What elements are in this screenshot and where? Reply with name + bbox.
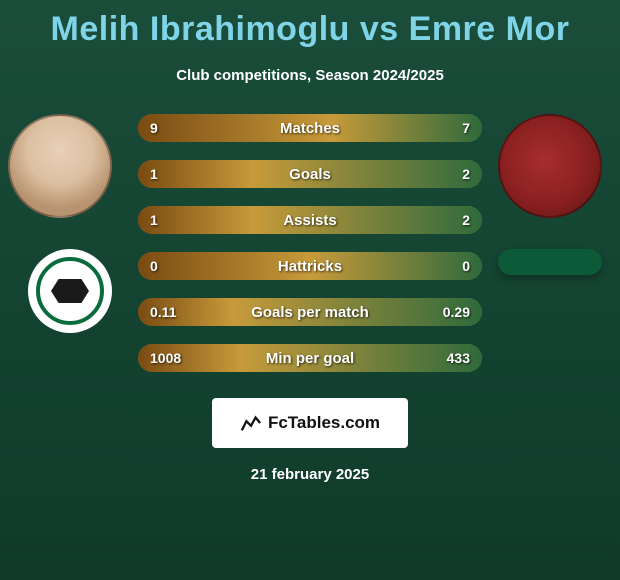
player-right-avatar <box>498 114 602 218</box>
stat-bar-row: 12Goals <box>138 160 482 188</box>
bar-label: Hattricks <box>138 252 482 280</box>
stat-bars: 97Matches 12Goals 12Assists 00Hattricks 0.11… <box>138 114 482 390</box>
comparison-content: 97Matches 12Goals 12Assists 00Hattricks 0.11… <box>0 114 620 384</box>
stat-bar-row: 12Assists <box>138 206 482 234</box>
bar-label: Min per goal <box>138 344 482 372</box>
bar-label: Goals <box>138 160 482 188</box>
chart-icon <box>240 412 262 434</box>
page-title: Melih Ibrahimoglu vs Emre Mor <box>0 0 620 49</box>
site-name: FcTables.com <box>268 413 380 433</box>
subtitle: Club competitions, Season 2024/2025 <box>0 67 620 84</box>
stat-bar-row: 00Hattricks <box>138 252 482 280</box>
stat-bar-row: 97Matches <box>138 114 482 142</box>
bar-label: Matches <box>138 114 482 142</box>
stat-bar-row: 0.110.29Goals per match <box>138 298 482 326</box>
club-left-logo <box>28 249 112 333</box>
site-badge: FcTables.com <box>212 398 408 448</box>
club-right-logo <box>498 249 602 275</box>
date-label: 21 february 2025 <box>0 466 620 483</box>
bar-label: Assists <box>138 206 482 234</box>
bar-label: Goals per match <box>138 298 482 326</box>
stat-bar-row: 1008433Min per goal <box>138 344 482 372</box>
player-left-avatar <box>8 114 112 218</box>
